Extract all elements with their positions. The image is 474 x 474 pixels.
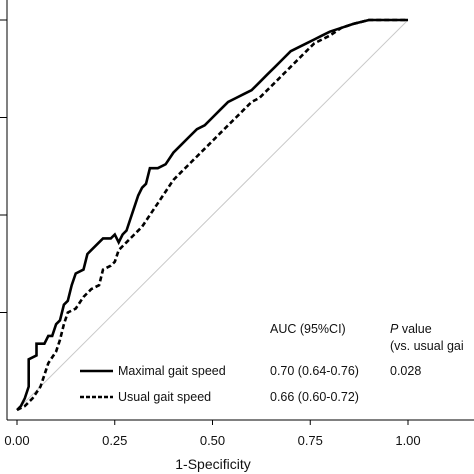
series-line-usual	[16, 18, 408, 412]
legend-label-usual: Usual gait speed	[118, 390, 211, 404]
legend-label-maximal: Maximal gait speed	[118, 364, 226, 378]
legend-p-header: P value	[390, 322, 432, 336]
legend-p-maximal: 0.028	[390, 364, 421, 378]
x-ticks: 0.00 0.25 0.50 0.75 1.00	[4, 420, 421, 448]
legend: AUC (95%CI) P value (vs. usual gai Maxim…	[80, 322, 464, 404]
legend-auc-maximal: 0.70 (0.64-0.76)	[270, 364, 359, 378]
series-layer	[16, 18, 408, 412]
x-axis-title: 1-Specificity	[175, 456, 250, 472]
axes	[6, 0, 474, 421]
legend-p-subheader: (vs. usual gai	[390, 339, 464, 353]
legend-auc-usual: 0.66 (0.60-0.72)	[270, 390, 359, 404]
legend-p-italic: P	[390, 322, 399, 336]
legend-auc-header: AUC (95%CI)	[270, 322, 346, 336]
y-ticks	[0, 19, 7, 313]
x-tick-label: 0.50	[200, 433, 225, 448]
reference-diagonal-line	[16, 19, 409, 411]
x-tick-label: 1.00	[395, 433, 420, 448]
x-tick-label: 0.75	[298, 433, 323, 448]
x-tick-label: 0.00	[4, 433, 29, 448]
x-tick-label: 0.25	[102, 433, 127, 448]
legend-p-rest: value	[398, 322, 431, 336]
series-line-maximal	[16, 18, 408, 411]
